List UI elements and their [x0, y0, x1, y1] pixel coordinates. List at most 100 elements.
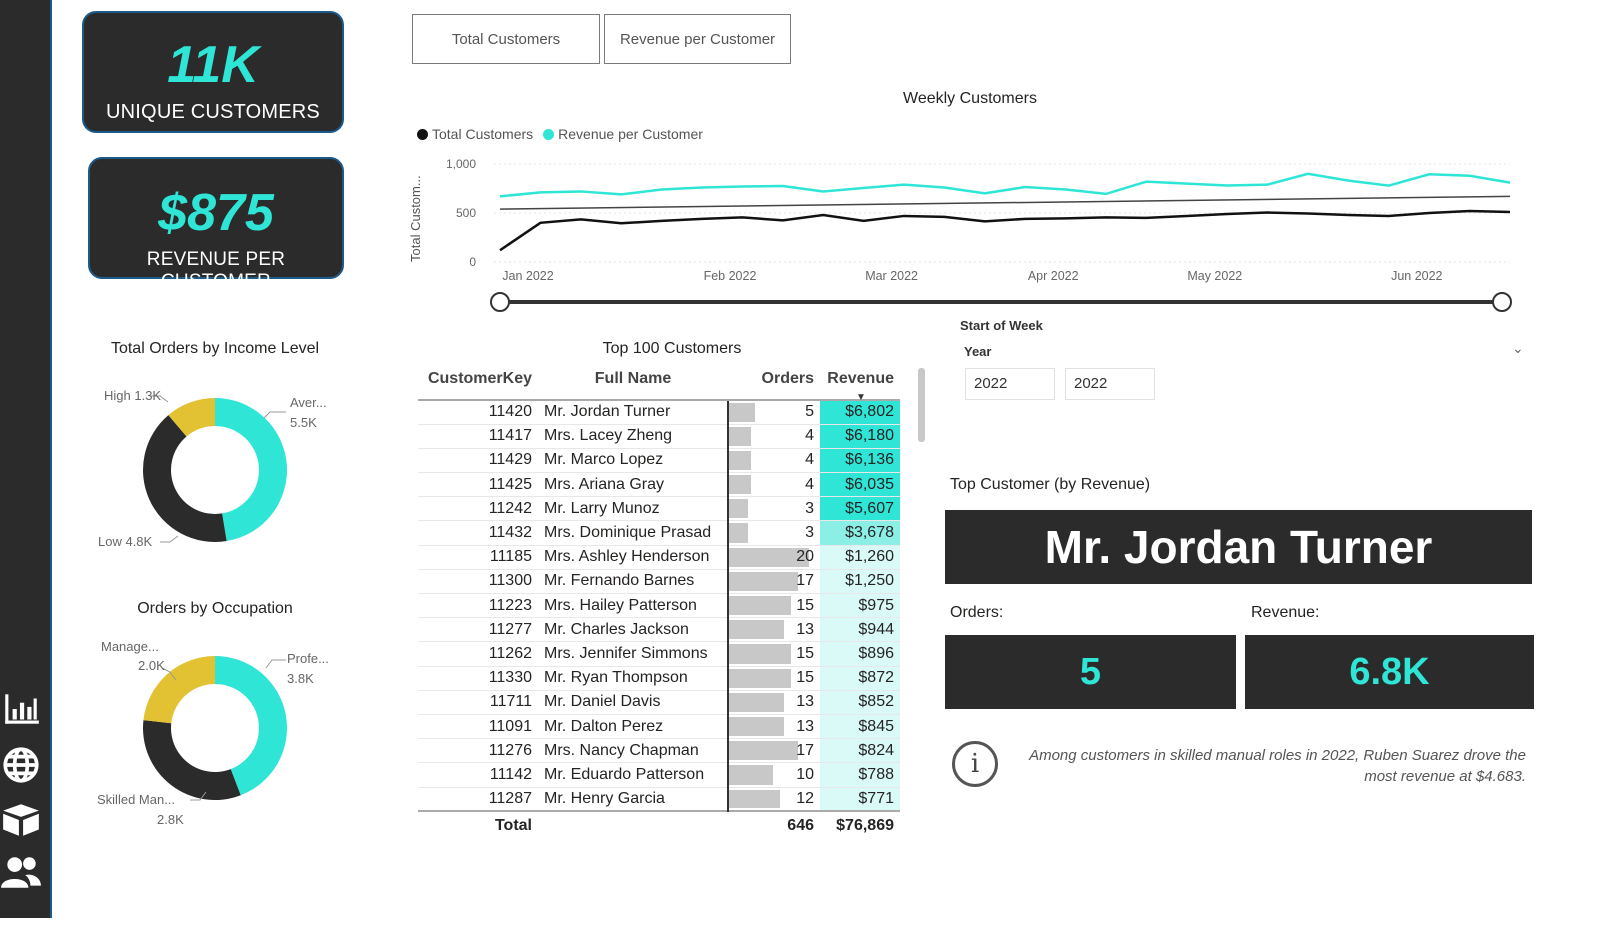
customer-name: Mr. Henry Garcia	[538, 787, 728, 812]
x-tick-label: Mar 2022	[865, 269, 918, 283]
orders-bar	[729, 426, 751, 446]
table-row[interactable]: 11330 Mr. Ryan Thompson 15 $872	[418, 666, 900, 691]
date-slider-end-handle[interactable]	[1492, 292, 1512, 312]
box-icon[interactable]	[0, 798, 42, 840]
occupation-manage-name: Manage...	[101, 639, 159, 654]
customer-name: Mrs. Lacey Zheng	[538, 424, 728, 449]
customer-name: Mr. Ryan Thompson	[538, 666, 728, 691]
table-row[interactable]: 11277 Mr. Charles Jackson 13 $944	[418, 617, 900, 643]
orders-value: 5	[805, 403, 814, 421]
customer-key: 11242	[418, 496, 538, 522]
orders-bar	[729, 741, 798, 761]
table-row[interactable]: 11287 Mr. Henry Garcia 12 $771	[418, 787, 900, 812]
orders-bar	[729, 499, 748, 519]
table-scrollbar[interactable]	[918, 368, 925, 442]
donut-slice-low[interactable]	[143, 415, 227, 542]
revenue-per-customer-button[interactable]: Revenue per Customer	[604, 14, 791, 64]
date-slider-start-handle[interactable]	[490, 292, 510, 312]
table-row[interactable]: 11425 Mrs. Ariana Gray 4 $6,035	[418, 472, 900, 498]
donut-slice-profe[interactable]	[215, 656, 287, 796]
header-orders[interactable]: Orders	[761, 369, 814, 387]
bar-chart-icon[interactable]	[0, 688, 42, 730]
customer-key: 11420	[418, 398, 538, 425]
info-icon[interactable]: i	[952, 741, 998, 787]
date-slider-track[interactable]	[500, 300, 1502, 304]
weekly-chart-ylabel: Total Custom...	[408, 175, 423, 262]
revenue-per-customer-value: $875	[158, 184, 274, 242]
orders-cell: 17	[727, 569, 820, 595]
x-tick-label: Jun 2022	[1391, 269, 1442, 283]
income-low-label: Low 4.8K	[98, 534, 153, 549]
legend-revenue-marker	[543, 128, 555, 140]
income-aver-value: 5.5K	[290, 415, 317, 430]
orders-cell: 15	[727, 593, 820, 619]
total-customers-line[interactable]	[499, 209, 1511, 252]
table-row[interactable]: 11223 Mrs. Hailey Patterson 15 $975	[418, 593, 900, 619]
occupation-profe-value: 3.8K	[287, 671, 314, 686]
chevron-down-icon[interactable]: ⌄	[1512, 340, 1524, 356]
x-tick-label: Apr 2022	[1028, 269, 1079, 283]
table-row[interactable]: 11262 Mrs. Jennifer Simmons 15 $896	[418, 641, 900, 667]
table-row[interactable]: 11185 Mrs. Ashley Henderson 20 $1,260	[418, 545, 900, 570]
donut-slice-high[interactable]	[168, 398, 215, 437]
orders-bar	[729, 789, 780, 809]
table-row[interactable]: 11242 Mr. Larry Munoz 3 $5,607	[418, 496, 900, 522]
customer-key: 11287	[418, 787, 538, 812]
users-icon[interactable]	[0, 852, 42, 894]
revenue-cell: $1,250	[820, 569, 900, 595]
revenue-cell: $824	[820, 738, 900, 764]
weekly-chart-legend: Total Customers Revenue per Customer	[417, 126, 703, 142]
table-row[interactable]: 11429 Mr. Marco Lopez 4 $6,136	[418, 448, 900, 474]
table-row[interactable]: 11432 Mrs. Dominique Prasad 3 $3,678	[418, 520, 900, 546]
orders-bar	[729, 668, 791, 688]
orders-cell: 17	[727, 738, 820, 764]
header-full-name[interactable]: Full Name	[594, 369, 672, 387]
header-revenue-label: Revenue	[827, 369, 894, 387]
table-total-row: Total 646 $76,869	[418, 810, 900, 840]
globe-icon[interactable]	[0, 744, 42, 786]
legend-revenue-label: Revenue per Customer	[558, 126, 703, 142]
customer-name: Mrs. Jennifer Simmons	[538, 641, 728, 667]
customer-key: 11432	[418, 520, 538, 546]
left-nav	[0, 0, 52, 918]
orders-cell: 5	[727, 398, 820, 425]
orders-value: 20	[796, 548, 814, 566]
header-revenue[interactable]: Revenue ▼	[820, 358, 900, 404]
donut-slice-manage[interactable]	[143, 656, 215, 724]
revenue-per-customer-line[interactable]	[499, 172, 1511, 198]
total-customers-button[interactable]: Total Customers	[412, 14, 600, 64]
top-customer-orders-value: 5	[945, 635, 1236, 709]
table-row[interactable]: 11091 Mr. Dalton Perez 13 $845	[418, 714, 900, 740]
occupation-skilled-name: Skilled Man...	[97, 792, 176, 807]
weekly-line-chart: 1,000 500 0 Jan 2022 Feb 2022 Mar 2022 Apr 202…	[446, 157, 1511, 283]
total-revenue: $76,869	[820, 810, 900, 840]
orders-value: 13	[796, 717, 814, 735]
year-to-input[interactable]: 2022	[1065, 368, 1155, 400]
year-from-input[interactable]: 2022	[965, 368, 1055, 400]
orders-value: 4	[805, 451, 814, 469]
customer-name: Mrs. Hailey Patterson	[538, 593, 728, 619]
customer-key: 11262	[418, 641, 538, 667]
orders-bar	[729, 450, 751, 471]
occupation-manage-value: 2.0K	[138, 658, 165, 673]
table-row[interactable]: 11711 Mr. Daniel Davis 13 $852	[418, 690, 900, 715]
table-row[interactable]: 11300 Mr. Fernando Barnes 17 $1,250	[418, 569, 900, 595]
donut-slice-skilledman[interactable]	[143, 720, 241, 800]
revenue-cell: $872	[820, 666, 900, 691]
table-row[interactable]: 11142 Mr. Eduardo Patterson 10 $788	[418, 762, 900, 788]
unique-customers-value: 11K	[167, 36, 259, 94]
table-row[interactable]: 11417 Mrs. Lacey Zheng 4 $6,180	[418, 424, 900, 449]
donut-slice-aver[interactable]	[215, 398, 287, 542]
sort-descending-icon: ▼	[856, 392, 866, 403]
orders-bar	[729, 571, 798, 591]
orders-cell: 13	[727, 617, 820, 643]
table-row[interactable]: 11276 Mrs. Nancy Chapman 17 $824	[418, 738, 900, 764]
customer-key: 11142	[418, 762, 538, 788]
orders-cell: 13	[727, 714, 820, 740]
customer-name: Mrs. Dominique Prasad	[538, 520, 728, 546]
orders-value: 10	[796, 765, 814, 783]
table-row[interactable]: 11420 Mr. Jordan Turner 5 $6,802	[418, 398, 900, 425]
orders-value: 3	[805, 499, 814, 517]
header-customerkey[interactable]: CustomerKey	[427, 369, 532, 387]
orders-bar	[729, 644, 791, 664]
